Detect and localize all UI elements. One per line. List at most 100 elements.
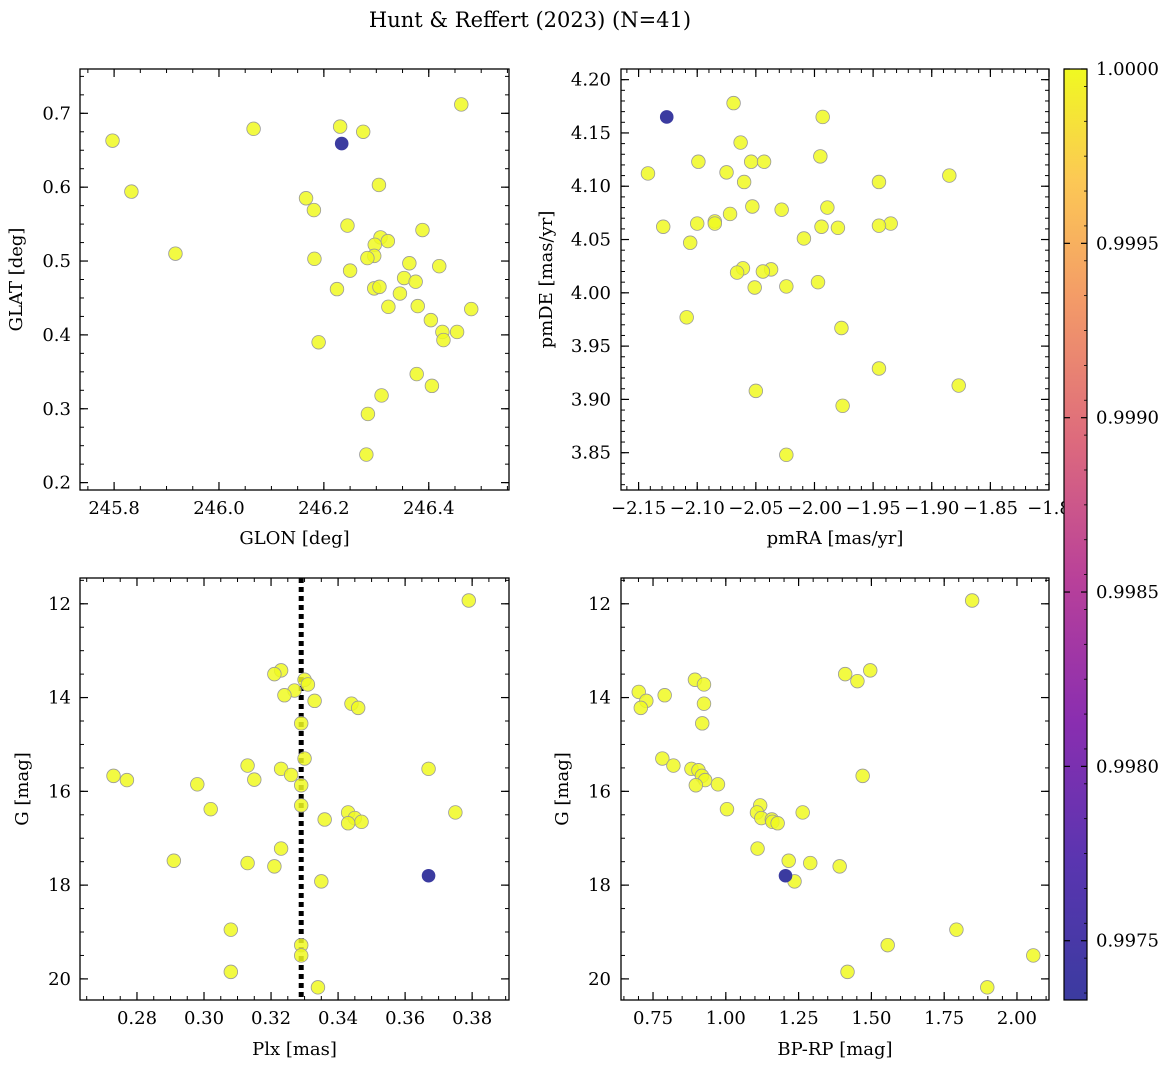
data-point <box>240 855 255 871</box>
data-point <box>779 447 794 463</box>
data-point <box>964 593 980 608</box>
data-point <box>360 406 376 422</box>
data-point <box>691 154 706 169</box>
x-tick-label: 1.75 <box>924 1008 964 1029</box>
data-point <box>240 758 255 773</box>
data-point <box>871 174 887 190</box>
data-point <box>392 286 408 301</box>
data-point <box>942 168 957 183</box>
x-tick-label: 1.00 <box>706 1008 746 1029</box>
data-point <box>166 853 182 868</box>
data-point <box>300 677 316 692</box>
data-point <box>688 778 704 793</box>
data-point <box>810 274 826 290</box>
data-point <box>695 716 710 731</box>
data-point <box>855 768 870 784</box>
data-point <box>880 937 895 953</box>
y-tick-label: 20 <box>588 969 611 990</box>
data-point <box>733 135 748 150</box>
data-point <box>448 805 463 820</box>
y-tick-label: 4.10 <box>571 176 611 197</box>
data-point <box>682 235 698 250</box>
y-tick-label: 14 <box>48 688 71 709</box>
data-point <box>360 250 375 266</box>
data-point <box>657 688 672 703</box>
data-point <box>421 868 436 883</box>
data-point <box>814 219 829 234</box>
data-point <box>830 220 846 236</box>
data-point <box>813 149 828 164</box>
x-tick-label: 0.36 <box>385 1008 425 1029</box>
data-point <box>294 716 309 731</box>
data-point <box>203 801 218 817</box>
x-tick-label: 0.28 <box>117 1008 157 1029</box>
axes-frame <box>79 68 510 491</box>
y-axis-label: GLAT [deg] <box>6 228 27 332</box>
x-tick-label: −1.85 <box>963 498 1018 519</box>
data-point <box>748 383 764 399</box>
data-point <box>834 320 849 336</box>
data-point <box>342 263 358 278</box>
scatter-points <box>631 593 1041 995</box>
axes-frame <box>620 68 1050 491</box>
data-point <box>778 868 793 883</box>
data-point <box>408 274 423 289</box>
data-point <box>736 174 752 190</box>
data-point <box>314 874 329 889</box>
data-point <box>871 361 887 376</box>
scatter-points <box>105 97 479 462</box>
data-point <box>105 133 120 148</box>
data-point <box>835 398 850 414</box>
data-point <box>311 335 326 350</box>
data-point <box>332 119 348 134</box>
data-point <box>273 841 289 856</box>
data-point <box>745 199 760 214</box>
data-point <box>283 767 299 783</box>
data-point <box>980 980 995 995</box>
y-tick-label: 0.2 <box>42 473 71 494</box>
x-tick-label: −1.8 <box>1027 498 1071 519</box>
colorbar-tick-label: 1.0000 <box>1096 59 1159 80</box>
data-point <box>267 859 282 874</box>
data-point <box>726 95 741 111</box>
colorbar-tick-label: 0.9990 <box>1096 408 1159 429</box>
major-ticks <box>621 578 1049 1000</box>
data-point <box>750 841 765 856</box>
y-tick-label: 0.5 <box>42 251 71 272</box>
panel-pmra-pmde: −2.15 −2.10 −2.05 −2.00 −1.95 −1.90 −1.85 −1.8 3… <box>536 68 1071 549</box>
data-point <box>307 693 322 709</box>
data-point <box>297 751 312 766</box>
data-point <box>949 922 964 937</box>
data-point <box>168 246 183 261</box>
panel-bprp-g: 0.75 1.00 1.25 1.50 1.75 2.00 12 14 16 18 20 BP-RP … <box>552 577 1050 1060</box>
data-point <box>1026 948 1041 963</box>
axes-frame <box>620 577 1050 1001</box>
data-point <box>747 280 762 295</box>
x-tick-label: 245.8 <box>88 498 140 519</box>
data-point <box>850 673 865 689</box>
data-point <box>436 332 451 348</box>
data-point <box>656 219 671 234</box>
y-tick-label: 3.90 <box>571 389 611 410</box>
x-axis-label: GLON [deg] <box>239 528 349 549</box>
x-tick-label: 246.2 <box>298 498 350 519</box>
data-point <box>381 299 396 315</box>
data-point <box>729 265 745 280</box>
x-axis-label: pmRA [mas/yr] <box>767 528 904 549</box>
data-point <box>247 772 262 787</box>
data-point <box>432 259 447 274</box>
data-point <box>354 814 369 830</box>
y-tick-label: 0.6 <box>42 177 71 198</box>
y-tick-label: 20 <box>48 969 71 990</box>
y-tick-label: 16 <box>588 781 611 802</box>
data-point <box>781 853 796 868</box>
data-point <box>755 264 771 279</box>
y-tick-label: 4.05 <box>571 230 611 251</box>
data-point <box>679 310 694 325</box>
data-point <box>306 202 322 218</box>
colorbar-tick-label: 0.9985 <box>1096 582 1159 603</box>
data-point <box>246 121 261 137</box>
data-point <box>743 154 759 169</box>
data-point <box>340 816 356 831</box>
data-point <box>277 688 292 703</box>
